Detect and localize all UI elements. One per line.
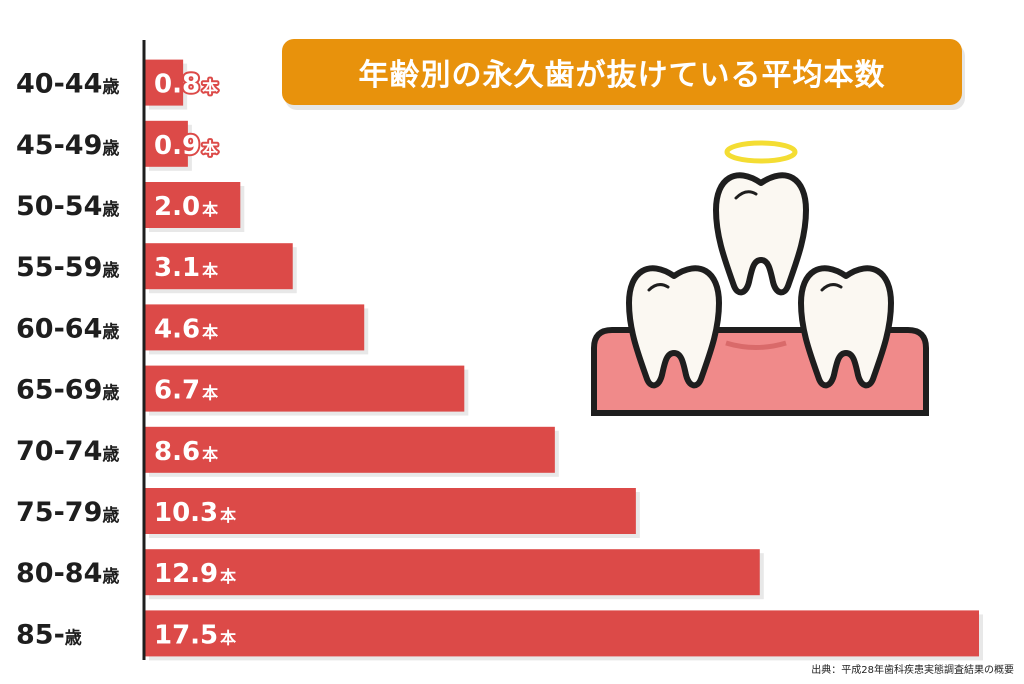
value-label: 0.9 本 <box>154 131 218 161</box>
teeth-with-halo-icon <box>591 140 929 416</box>
category-label: 70-74歳 <box>16 436 119 467</box>
value-label: 10.3 本 <box>154 498 236 528</box>
value-label: 4.6 本 <box>154 314 218 344</box>
category-label: 65-69歳 <box>16 375 119 406</box>
source-note: 出典：平成28年歯科疾患実態調査結果の概要 <box>811 665 1014 676</box>
value-label: 8.6 本 <box>154 437 218 467</box>
category-label: 60-64歳 <box>16 313 119 344</box>
chart-title: 年齢別の永久歯が抜けている平均本数 <box>282 39 962 105</box>
bar-50-54歳 <box>145 182 241 228</box>
category-label: 45-49歳 <box>16 130 119 161</box>
bar-40-44歳 <box>145 59 184 106</box>
value-label: 3.1 本 <box>154 253 218 283</box>
category-label: 80-84歳 <box>16 558 119 589</box>
value-label: 12.9 本 <box>154 559 236 589</box>
category-label: 85-歳 <box>16 619 82 650</box>
bar-70-74歳 <box>145 426 555 473</box>
value-label: 0.8 本 <box>154 70 218 100</box>
bar-65-69歳 <box>145 365 465 412</box>
bar-55-59歳 <box>145 243 293 290</box>
category-label: 55-59歳 <box>16 252 119 283</box>
category-label: 50-54歳 <box>16 191 119 222</box>
bar-45-49歳 <box>145 120 188 167</box>
bar-60-64歳 <box>145 304 365 351</box>
bar-75-79歳 <box>145 488 636 534</box>
bar-85-歳 <box>145 610 979 657</box>
value-label: 2.0 本 <box>154 192 218 222</box>
value-label: 17.5 本 <box>154 620 236 650</box>
value-label: 6.7 本 <box>154 376 218 406</box>
bar-80-84歳 <box>145 549 760 596</box>
category-label: 40-44歳 <box>16 69 119 100</box>
category-label: 75-79歳 <box>16 497 119 528</box>
